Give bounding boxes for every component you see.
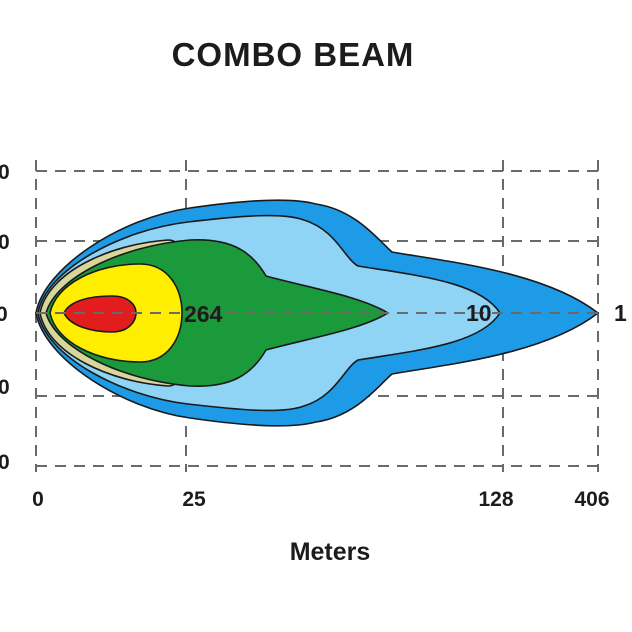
y-tick-label: 0 [0, 161, 10, 184]
lux-label-edge: 1 [614, 300, 627, 326]
y-axis-ticks: 0 0 0 0 0 [0, 161, 10, 474]
y-tick-label: 0 [0, 376, 10, 399]
x-tick-label: 25 [182, 488, 206, 511]
diagram-title: COMBO BEAM [172, 36, 415, 73]
x-tick-label: 0 [32, 488, 44, 511]
x-axis-title: Meters [290, 538, 371, 566]
x-tick-label: 406 [574, 488, 609, 511]
x-axis-ticks: 0 25 128 406 [32, 488, 609, 511]
y-tick-label: 0 [0, 231, 10, 254]
x-tick-label: 128 [478, 488, 513, 511]
y-tick-label: 0 [0, 451, 10, 474]
lux-label-inner: 264 [184, 301, 223, 327]
lux-label-middle: 10 [466, 300, 492, 326]
y-tick-label: 0 [0, 303, 8, 326]
